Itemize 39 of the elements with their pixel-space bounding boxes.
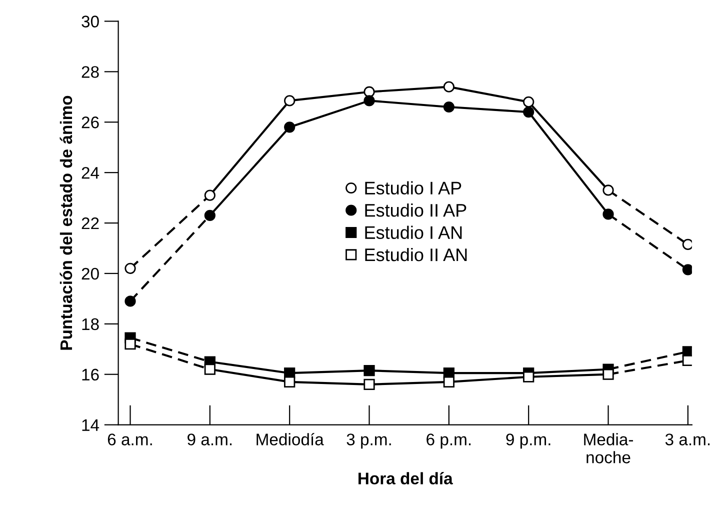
point <box>284 95 296 106</box>
point <box>523 96 534 108</box>
y-tick-label: 28 <box>82 66 99 78</box>
x-tick-label: Mediodía <box>256 432 324 446</box>
point <box>443 81 454 92</box>
x-tick-label: 9 a.m. <box>188 434 232 446</box>
y-tick-label: 26 <box>82 116 99 128</box>
point <box>602 208 614 220</box>
point <box>443 101 454 113</box>
point <box>124 262 136 274</box>
legend-label: Estudio II AP <box>365 203 466 217</box>
point <box>204 190 216 201</box>
point <box>364 95 375 106</box>
y-tick-label: 20 <box>82 268 99 280</box>
x-axis-title: Hora del día <box>358 472 453 484</box>
y-axis-title: Puntuación del estado de ánimo <box>60 96 72 350</box>
y-tick-label: 14 <box>82 419 100 431</box>
point <box>682 264 692 276</box>
y-tick-label: 30 <box>82 16 99 28</box>
point <box>523 106 534 118</box>
y-tick-label: 22 <box>82 217 99 230</box>
point <box>682 238 692 250</box>
point <box>602 184 614 196</box>
x-tick-label: 3 a.m. <box>665 434 710 446</box>
point <box>124 296 136 307</box>
x-tick-label: Media- noche <box>584 433 633 464</box>
legend-label: Estudio I AN <box>365 226 462 239</box>
x-tick-label: 6 p.m. <box>426 434 471 449</box>
y-tick-label: 16 <box>82 368 99 381</box>
point <box>124 338 136 350</box>
x-tick-label: 9 p.m. <box>506 434 550 449</box>
x-tick-label: 6 a.m. <box>108 434 152 446</box>
x-tick-label: 3 p.m. <box>346 434 391 449</box>
legend-label: Estudio II AN <box>365 248 467 262</box>
point <box>204 210 216 222</box>
legend-label: Estudio I AP <box>365 181 462 194</box>
y-tick-label: 24 <box>82 166 100 179</box>
y-tick-label: 18 <box>82 318 99 330</box>
point <box>284 122 296 133</box>
